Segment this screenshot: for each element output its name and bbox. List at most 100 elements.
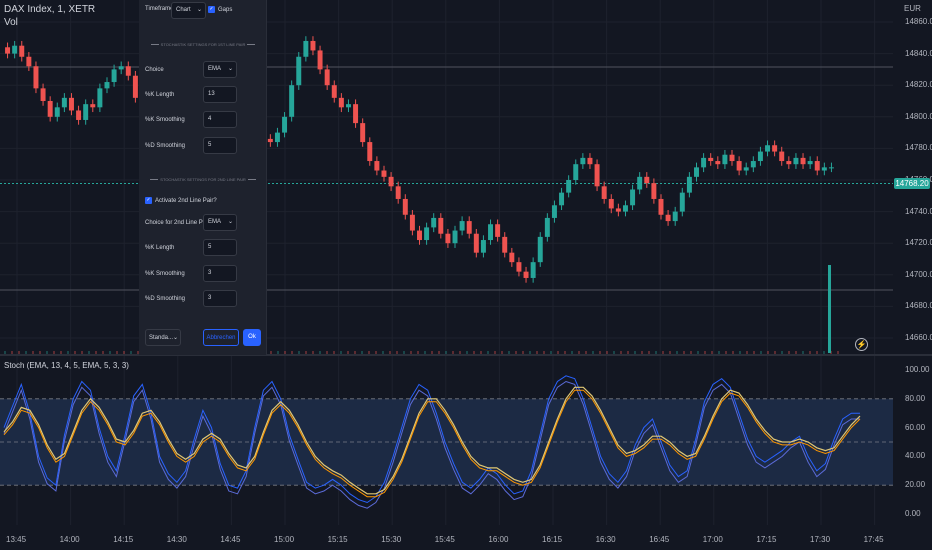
candle-body xyxy=(772,145,778,152)
volume-bar xyxy=(53,351,55,354)
k-smoothing-label: %K Smoothing xyxy=(145,117,185,123)
price-tick-label: 14680.00 xyxy=(905,301,932,311)
volume-bar xyxy=(291,351,293,354)
volume-bar xyxy=(599,351,601,354)
volume-bar xyxy=(795,351,797,354)
candle-body xyxy=(495,224,501,237)
volume-bar xyxy=(515,351,517,354)
choice-select[interactable]: EMA ⌄ xyxy=(203,61,237,78)
volume-bar xyxy=(277,351,279,354)
volume-bar-large xyxy=(828,265,831,353)
candle-body xyxy=(452,230,458,244)
candle-body xyxy=(388,176,394,187)
volume-bar xyxy=(305,351,307,354)
candle-body xyxy=(61,97,67,108)
candle-body xyxy=(47,101,53,117)
volume-bar xyxy=(676,351,678,354)
candle-body xyxy=(701,157,707,168)
candle-body xyxy=(601,186,607,199)
chevron-down-icon: ⌄ xyxy=(173,335,179,341)
section-header-1: STOCHASTIK SETTINGS FOR 1ST LINE PAIR xyxy=(145,41,261,49)
symbol-legend[interactable]: DAX Index, 1, XETR xyxy=(4,4,96,15)
defaults-dropdown[interactable]: Standa... ⌄ xyxy=(145,329,181,346)
volume-bar xyxy=(326,351,328,354)
candle-body xyxy=(5,47,11,54)
candle-body xyxy=(438,217,444,234)
volume-bar xyxy=(32,351,34,354)
candle-body xyxy=(33,66,39,89)
candle-body xyxy=(516,262,522,272)
candle-body xyxy=(459,221,465,231)
volume-bar xyxy=(774,351,776,354)
timeframe-select[interactable]: Chart ⌄ xyxy=(171,2,206,19)
k-smoothing2-input[interactable]: 3 xyxy=(203,265,237,282)
stoch-k2-line xyxy=(3,380,860,509)
candle-body xyxy=(665,214,671,222)
candle-body xyxy=(779,151,785,162)
chevron-down-icon: ⌄ xyxy=(227,219,233,225)
time-tick-label: 15:15 xyxy=(327,535,348,544)
candle-body xyxy=(559,192,565,206)
volume-bar xyxy=(543,351,545,354)
candle-body xyxy=(480,240,486,253)
volume-bar xyxy=(473,351,475,354)
d-smoothing-input[interactable]: 5 xyxy=(203,137,237,154)
k-length2-label: %K Length xyxy=(145,245,175,251)
cancel-button[interactable]: Abbrechen xyxy=(203,329,239,346)
k-length2-input[interactable]: 5 xyxy=(203,239,237,256)
candle-body xyxy=(814,161,820,171)
volume-bar xyxy=(522,351,524,354)
volume-bar xyxy=(74,351,76,354)
lightning-icon[interactable]: ⚡ xyxy=(855,338,868,351)
volume-bar xyxy=(564,351,566,354)
candle-body xyxy=(374,161,380,171)
stoch-legend[interactable]: Stoch (EMA, 13, 4, 5, EMA, 5, 3, 3) xyxy=(4,361,129,370)
candle-body xyxy=(630,189,636,206)
k-length-input[interactable]: 13 xyxy=(203,86,237,103)
volume-bar xyxy=(788,351,790,354)
time-tick-label: 16:15 xyxy=(542,535,563,544)
defaults-label: Standa... xyxy=(149,335,174,341)
volume-legend[interactable]: Vol xyxy=(4,17,18,28)
volume-bar xyxy=(557,351,559,354)
candle-body xyxy=(345,104,351,108)
time-tick-label: 17:00 xyxy=(702,535,723,544)
time-tick-label: 13:45 xyxy=(6,535,27,544)
k-smoothing-input[interactable]: 4 xyxy=(203,111,237,128)
volume-bar xyxy=(60,351,62,354)
indicator-settings-panel: Timeframe Chart ⌄ ✓ Gaps STOCHASTIK SETT… xyxy=(139,0,267,355)
candle-body xyxy=(274,132,280,143)
candle-body xyxy=(750,161,756,168)
volume-bar xyxy=(354,351,356,354)
price-tick-label: 14860.00 xyxy=(905,17,932,26)
time-tick-label: 16:30 xyxy=(595,535,616,544)
stoch-d1-line xyxy=(3,389,861,498)
candle-body xyxy=(821,167,827,171)
choice2-select[interactable]: EMA ⌄ xyxy=(203,214,237,231)
volume-bar xyxy=(340,351,342,354)
candle-body xyxy=(76,110,82,120)
d-smoothing2-input[interactable]: 3 xyxy=(203,290,237,307)
candle-body xyxy=(317,50,323,70)
candle-body xyxy=(132,75,138,98)
time-tick-label: 15:45 xyxy=(434,535,455,544)
price-tick-label: 14820.00 xyxy=(905,80,932,90)
volume-bar xyxy=(494,351,496,354)
volume-bar xyxy=(368,351,370,354)
candle-body xyxy=(537,236,543,263)
checkmark-icon: ✓ xyxy=(208,6,215,13)
gaps-checkbox[interactable]: ✓ Gaps xyxy=(208,6,232,13)
volume-bar xyxy=(410,351,412,354)
candle-body xyxy=(800,157,806,165)
d-smoothing-label: %D Smoothing xyxy=(145,143,186,149)
candle-body xyxy=(431,217,437,228)
candle-body xyxy=(715,161,721,165)
candle-body xyxy=(111,69,117,83)
k-length-label: %K Length xyxy=(145,92,175,98)
candle-body xyxy=(267,138,273,143)
ok-button[interactable]: Ok xyxy=(243,329,261,346)
candle-body xyxy=(793,157,799,165)
activate-2nd-pair-checkbox[interactable]: ✓ Activate 2nd Line Pair? xyxy=(145,197,217,204)
volume-bar xyxy=(620,351,622,354)
price-tick-label: 14840.00 xyxy=(905,48,932,58)
